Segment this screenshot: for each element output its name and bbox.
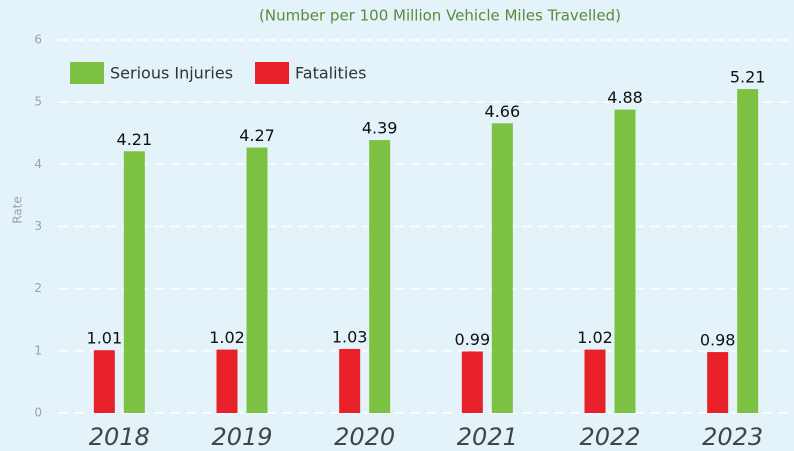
data-label: 1.02 — [209, 328, 245, 347]
bar — [737, 89, 759, 413]
data-label: 4.39 — [362, 119, 398, 138]
y-tick-label: 6 — [34, 33, 42, 47]
bar — [491, 123, 513, 413]
legend-label: Serious Injuries — [110, 64, 233, 83]
data-label: 4.88 — [607, 88, 643, 107]
data-label: 0.99 — [455, 330, 491, 349]
y-tick-label: 4 — [34, 157, 42, 171]
data-label: 0.98 — [700, 331, 736, 350]
bar — [123, 151, 145, 414]
bar — [93, 350, 115, 413]
bar — [369, 140, 391, 414]
legend-label: Fatalities — [295, 64, 366, 83]
data-label: 1.01 — [87, 329, 123, 348]
y-tick-label: 1 — [34, 343, 42, 357]
data-label: 4.27 — [239, 126, 275, 145]
x-tick-label: 2022 — [579, 423, 640, 451]
y-tick-label: 5 — [34, 95, 42, 109]
legend-swatch — [255, 62, 290, 84]
bar — [246, 147, 268, 413]
y-axis-label: Rate — [11, 196, 25, 224]
bar — [216, 349, 238, 413]
x-tick-label: 2021 — [457, 423, 518, 451]
data-label: 4.21 — [117, 130, 153, 149]
chart-subtitle: (Number per 100 Million Vehicle Miles Tr… — [259, 7, 621, 25]
x-tick-label: 2018 — [89, 423, 150, 451]
data-label: 5.21 — [730, 68, 766, 87]
bar — [614, 109, 636, 414]
y-tick-label: 0 — [34, 406, 42, 420]
data-label: 4.66 — [485, 102, 521, 121]
bar — [707, 352, 729, 413]
y-tick-label: 3 — [34, 219, 42, 233]
data-label: 1.03 — [332, 327, 368, 346]
bar — [461, 351, 483, 413]
bar — [584, 349, 606, 413]
legend-swatch — [70, 62, 104, 84]
data-label: 1.02 — [577, 328, 613, 347]
x-tick-label: 2019 — [211, 423, 272, 451]
x-tick-label: 2020 — [334, 423, 395, 451]
bar — [339, 348, 361, 413]
y-tick-label: 2 — [34, 281, 42, 295]
x-tick-label: 2023 — [702, 423, 763, 451]
